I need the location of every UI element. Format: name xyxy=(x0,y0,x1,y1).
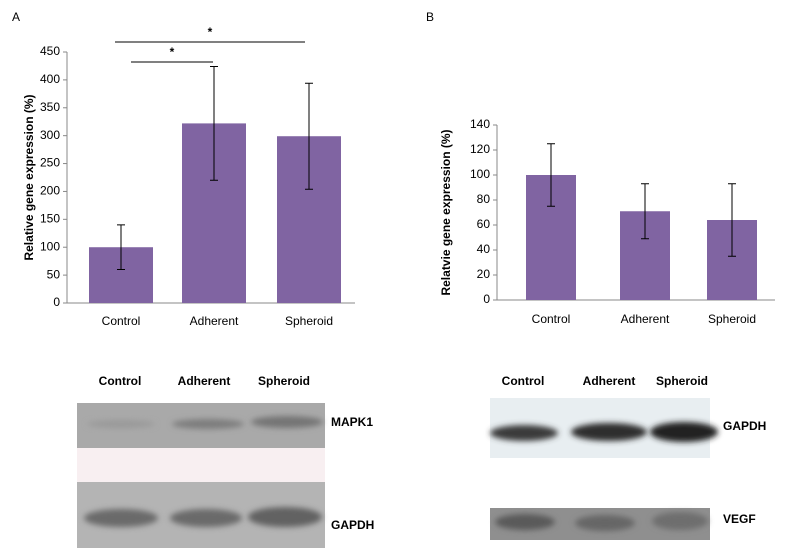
blot-column-label: Spheroid xyxy=(656,374,708,388)
error-bar xyxy=(728,183,736,257)
blot-image xyxy=(77,403,325,548)
y-tick-label: 250 xyxy=(40,156,60,170)
blot-column-label: Adherent xyxy=(178,374,231,388)
blot-row-label: GAPDH xyxy=(331,518,374,532)
error-bar xyxy=(117,224,125,271)
y-tick-label: 80 xyxy=(477,192,491,206)
error-bar xyxy=(210,66,218,181)
error-bar xyxy=(305,82,313,190)
y-tick-label: 350 xyxy=(40,100,60,114)
significance-mark: * xyxy=(208,25,213,39)
y-tick-label: 0 xyxy=(483,292,490,306)
x-tick-label: Control xyxy=(532,312,571,326)
y-tick-label: 40 xyxy=(477,242,491,256)
blot-image xyxy=(490,398,718,540)
x-tick-label: Control xyxy=(102,314,141,328)
error-bar xyxy=(547,143,555,207)
x-tick-label: Spheroid xyxy=(708,312,756,326)
y-tick-label: 450 xyxy=(40,44,60,58)
significance-mark: * xyxy=(170,45,175,59)
blot-row-label: VEGF xyxy=(723,512,756,526)
y-tick-label: 300 xyxy=(40,128,60,142)
panel-label: B xyxy=(426,10,434,24)
y-tick-label: 0 xyxy=(53,295,60,309)
x-tick-label: Adherent xyxy=(190,314,239,328)
y-axis-label: Relatvie gene expression (%) xyxy=(439,129,453,295)
y-tick-label: 50 xyxy=(47,267,61,281)
y-tick-label: 140 xyxy=(470,117,490,131)
error-bar xyxy=(641,183,649,240)
blot-column-label: Control xyxy=(502,374,545,388)
y-tick-label: 120 xyxy=(470,142,490,156)
y-tick-label: 60 xyxy=(477,217,491,231)
panel-label: A xyxy=(12,10,20,24)
y-tick-label: 150 xyxy=(40,212,60,226)
y-tick-label: 100 xyxy=(40,239,60,253)
y-tick-label: 100 xyxy=(470,167,490,181)
y-axis-label: Relative gene expression (%) xyxy=(22,94,36,260)
blot-row-label: GAPDH xyxy=(723,419,766,433)
y-tick-label: 200 xyxy=(40,184,60,198)
x-tick-label: Adherent xyxy=(621,312,670,326)
blot-column-label: Spheroid xyxy=(258,374,310,388)
y-tick-label: 400 xyxy=(40,72,60,86)
blot-row-label: MAPK1 xyxy=(331,415,373,429)
y-tick-label: 20 xyxy=(477,267,491,281)
x-tick-label: Spheroid xyxy=(285,314,333,328)
blot-column-label: Control xyxy=(99,374,142,388)
blot-column-label: Adherent xyxy=(583,374,636,388)
